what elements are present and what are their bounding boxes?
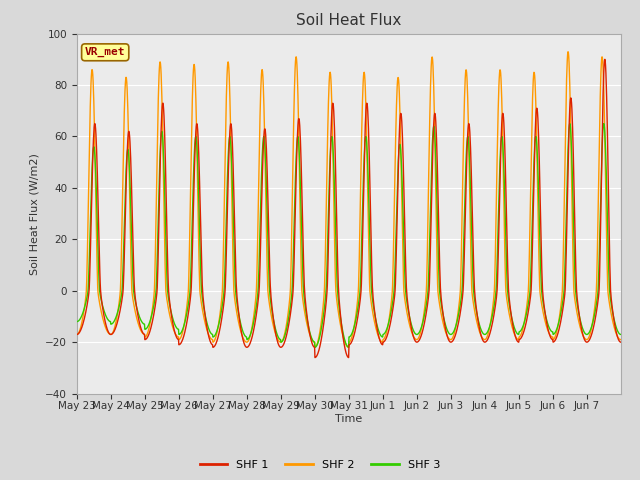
Y-axis label: Soil Heat Flux (W/m2): Soil Heat Flux (W/m2) bbox=[29, 153, 40, 275]
Text: VR_met: VR_met bbox=[85, 47, 125, 58]
X-axis label: Time: Time bbox=[335, 414, 362, 424]
Title: Soil Heat Flux: Soil Heat Flux bbox=[296, 13, 401, 28]
Legend: SHF 1, SHF 2, SHF 3: SHF 1, SHF 2, SHF 3 bbox=[195, 456, 445, 474]
